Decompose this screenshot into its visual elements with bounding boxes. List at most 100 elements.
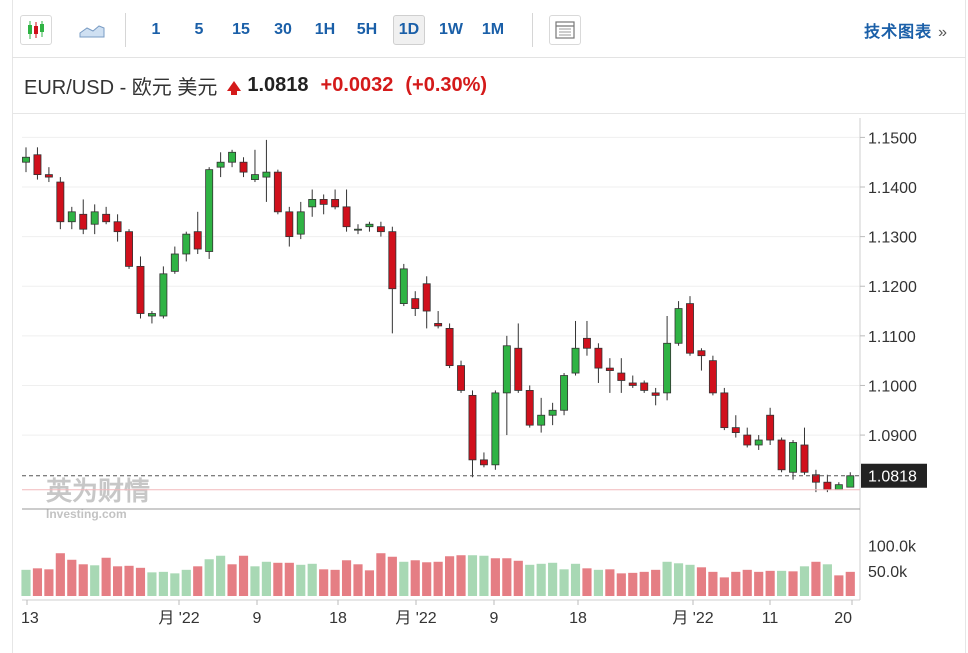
candle [617,358,626,393]
candle-body [628,382,637,386]
candle-body [285,211,294,238]
volume-bar [330,569,340,596]
candle [388,226,397,334]
candle-body [548,409,557,416]
candle-body [228,151,237,163]
candle-body [445,328,454,367]
volume-bar [32,568,43,596]
timeframe-5h[interactable]: 5H [356,21,378,38]
volume-bar [662,561,672,596]
candle-body [640,382,649,391]
candle [491,390,500,470]
candle-body [525,390,534,426]
volume-bar [55,553,65,596]
volume-bar [158,571,168,596]
candle-body [342,206,351,228]
candle-body [754,439,763,446]
candle [811,469,820,493]
candle [571,320,580,376]
candle-body [663,342,672,394]
candle-body [182,233,191,255]
candle [514,323,523,393]
candle [239,157,248,178]
volume-bar [696,567,707,596]
candle-body [319,199,328,205]
timeframe-1[interactable]: 1 [151,21,161,38]
candle [834,482,843,491]
candle [731,415,740,438]
volume-bar [250,566,260,596]
timeframe-15[interactable]: 15 [232,21,250,38]
candle [22,147,30,173]
volume-bar [673,563,684,596]
candle [525,385,534,428]
timeframe-1h[interactable]: 1H [314,21,336,38]
candle-body [33,154,42,176]
volume-bar [410,560,420,596]
volume-bar [719,577,729,596]
volume-bar [216,555,226,596]
timeframe-1d[interactable]: 1D [393,15,425,45]
candle-body [789,442,797,473]
candle-body [102,213,111,223]
area-chart-icon[interactable] [76,15,108,45]
candle-body [205,169,214,252]
candle-body [308,199,317,208]
candle-body [560,375,569,411]
timeframe-1m[interactable]: 1M [481,21,505,38]
volume-bar [754,571,764,596]
technical-chart-label: 技术图表 [864,24,933,41]
candle-body [834,484,843,491]
volume-bar [353,564,363,596]
candlestick-icon[interactable] [20,15,52,45]
candle [33,147,42,180]
candle-body [502,345,511,394]
time-tick-label: 18 [329,610,347,627]
volume-bar [307,563,317,596]
candle [67,206,76,230]
candle-body [720,392,729,429]
symbol-name: EUR/USD - 欧元 美元 [24,77,218,99]
timeframe-30[interactable]: 30 [274,21,292,38]
price-tick-label: 1.1100 [868,329,916,346]
timeframe-1w[interactable]: 1W [439,21,463,38]
candle [457,360,465,393]
time-tick-label: 月 '22 [395,610,436,627]
volume-bar [101,557,111,596]
indicator-panel-icon[interactable] [549,15,581,45]
technical-chart-link[interactable]: 技术图表 » [864,18,948,42]
candle [548,402,557,426]
candle-body [777,439,786,471]
candle-body [537,414,546,426]
time-tick-label: 13 [21,610,39,627]
quote-header: EUR/USD - 欧元 美元 1.0818 +0.0032 (+0.30%) [24,71,487,100]
candle-body [811,474,820,483]
candle [789,440,797,480]
volume-bar [605,569,615,596]
candle-body [605,367,614,371]
candle [720,387,729,431]
candle [434,311,443,329]
timeframe-5[interactable]: 5 [194,21,204,38]
chart-axes: 1.1500 1.1400 1.1300 1.1200 1.1100 1.1000 1.09… [21,118,927,627]
volume-bar [238,555,249,596]
header-divider [12,113,966,114]
candle-body [697,350,706,357]
candle [273,169,282,215]
volume-bar [479,555,489,596]
last-price: 1.0818 [247,74,309,96]
candle-body [457,365,465,391]
time-tick-label: 18 [569,610,587,627]
volume-bar [273,562,283,596]
chart-widget [12,0,966,653]
price-tick-label: 1.1500 [868,130,917,147]
candle [766,407,775,445]
volume-bar [341,560,352,596]
price-change-percent: (+0.30%) [405,74,488,96]
candle [686,296,694,356]
candle-body [159,273,168,317]
candle [56,177,65,230]
toolbar-separator [532,13,533,47]
candle [308,189,317,217]
